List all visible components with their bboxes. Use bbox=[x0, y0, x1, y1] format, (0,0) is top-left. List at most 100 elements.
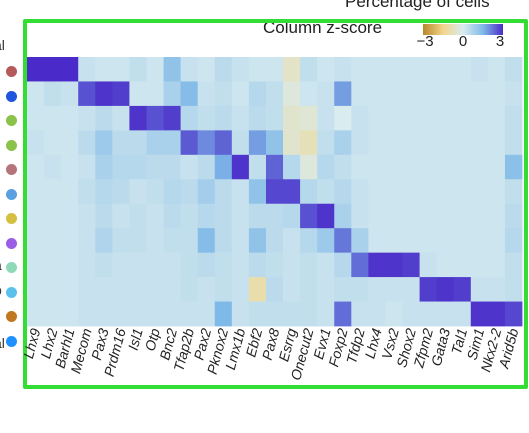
heatmap-cell-r3-c13 bbox=[248, 130, 267, 156]
heatmap-cell-r1-c19 bbox=[351, 81, 369, 107]
left-label-a: a bbox=[0, 257, 2, 273]
heatmap-cell-r1-c14 bbox=[265, 81, 284, 107]
heatmap-cell-r2-c20 bbox=[368, 105, 386, 131]
heatmap-cell-r5-c19 bbox=[351, 179, 369, 205]
heatmap-cell-r7-c12 bbox=[231, 228, 250, 254]
heatmap-cell-r2-c12 bbox=[231, 105, 250, 131]
heatmap-cell-r8-c2 bbox=[61, 252, 79, 278]
heatmap-cell-r7-c18 bbox=[334, 228, 352, 254]
heatmap-cell-r7-c10 bbox=[197, 228, 216, 254]
heatmap-cell-r9-c14 bbox=[265, 277, 284, 302]
heatmap-cell-r2-c26 bbox=[470, 105, 489, 131]
heatmap-cell-r0-c21 bbox=[385, 57, 403, 82]
heatmap-cell-r3-c7 bbox=[146, 130, 164, 156]
heatmap-cell-r0-c24 bbox=[436, 57, 455, 82]
heatmap-cell-r5-c28 bbox=[504, 179, 523, 205]
heatmap-cell-r1-c27 bbox=[487, 81, 506, 107]
heatmap-cell-r1-c15 bbox=[283, 81, 301, 107]
heatmap-cell-r6-c15 bbox=[283, 203, 301, 229]
heatmap-cell-r4-c9 bbox=[180, 154, 199, 180]
heatmap-cell-r3-c21 bbox=[385, 130, 403, 156]
heatmap-cell-r1-c3 bbox=[78, 81, 96, 107]
heatmap-cell-r2-c11 bbox=[214, 105, 233, 131]
heatmap-cell-r8-c7 bbox=[146, 252, 164, 278]
heatmap-cell-r9-c11 bbox=[214, 277, 233, 302]
heatmap-cell-r0-c16 bbox=[300, 57, 318, 82]
heatmap-cell-r2-c4 bbox=[95, 105, 113, 131]
heatmap-cell-r3-c28 bbox=[504, 130, 523, 156]
heatmap-cell-r2-c21 bbox=[385, 105, 403, 131]
heatmap-cell-r6-c5 bbox=[112, 203, 130, 229]
heatmap-cell-r6-c16 bbox=[300, 203, 318, 229]
heatmap-cell-r4-c16 bbox=[300, 154, 318, 180]
heatmap-cell-r9-c26 bbox=[470, 277, 489, 302]
heatmap-cell-r10-c13 bbox=[248, 301, 267, 327]
heatmap-cell-r8-c21 bbox=[385, 252, 403, 278]
heatmap-cell-r4-c27 bbox=[487, 154, 506, 180]
heatmap-cell-r6-c0 bbox=[27, 203, 45, 229]
heatmap-cell-r7-c2 bbox=[61, 228, 79, 254]
heatmap-cell-r3-c19 bbox=[351, 130, 369, 156]
top-caption: Percentage of cells bbox=[345, 0, 490, 11]
heatmap-cell-r10-c10 bbox=[197, 301, 216, 327]
heatmap-cell-r4-c17 bbox=[317, 154, 335, 180]
heatmap-cell-r1-c10 bbox=[197, 81, 216, 107]
heatmap-cell-r10-c20 bbox=[368, 301, 386, 327]
heatmap-cell-r10-c26 bbox=[470, 301, 489, 327]
heatmap-cell-r9-c1 bbox=[44, 277, 62, 302]
heatmap-cell-r3-c23 bbox=[419, 130, 438, 156]
heatmap-cell-r2-c7 bbox=[146, 105, 164, 131]
heatmap-cell-r5-c1 bbox=[44, 179, 62, 205]
heatmap-cell-r6-c28 bbox=[504, 203, 523, 229]
heatmap-cell-r0-c22 bbox=[402, 57, 420, 82]
heatmap-cell-r10-c6 bbox=[129, 301, 147, 327]
heatmap-cell-r6-c18 bbox=[334, 203, 352, 229]
heatmap-cell-r1-c17 bbox=[317, 81, 335, 107]
heatmap-cell-r8-c5 bbox=[112, 252, 130, 278]
heatmap-cell-r4-c22 bbox=[402, 154, 420, 180]
heatmap-cell-r8-c27 bbox=[487, 252, 506, 278]
heatmap-cell-r9-c6 bbox=[129, 277, 147, 302]
heatmap-cell-r2-c23 bbox=[419, 105, 438, 131]
heatmap-cell-r3-c8 bbox=[163, 130, 182, 156]
heatmap-cell-r6-c24 bbox=[436, 203, 455, 229]
heatmap-cell-r3-c17 bbox=[317, 130, 335, 156]
heatmap-cell-r7-c3 bbox=[78, 228, 96, 254]
heatmap-cell-r4-c10 bbox=[197, 154, 216, 180]
heatmap-cell-r7-c17 bbox=[317, 228, 335, 254]
heatmap-cell-r8-c28 bbox=[504, 252, 523, 278]
heatmap-cell-r6-c27 bbox=[487, 203, 506, 229]
row-dot-0 bbox=[6, 66, 17, 77]
heatmap-cell-r1-c23 bbox=[419, 81, 438, 107]
heatmap-cell-r10-c28 bbox=[504, 301, 523, 327]
heatmap-cell-r10-c17 bbox=[317, 301, 335, 327]
heatmap-cell-r3-c11 bbox=[214, 130, 233, 156]
heatmap-cell-r5-c16 bbox=[300, 179, 318, 205]
heatmap-cell-r4-c8 bbox=[163, 154, 182, 180]
heatmap-cell-r3-c1 bbox=[44, 130, 62, 156]
heatmap-cell-r2-c2 bbox=[61, 105, 79, 131]
heatmap-cell-r3-c3 bbox=[78, 130, 96, 156]
heatmap-cell-r3-c26 bbox=[470, 130, 489, 156]
heatmap-cell-r5-c13 bbox=[248, 179, 267, 205]
heatmap-cell-r8-c17 bbox=[317, 252, 335, 278]
heatmap-cell-r5-c3 bbox=[78, 179, 96, 205]
heatmap-cell-r6-c21 bbox=[385, 203, 403, 229]
heatmap-cell-r0-c14 bbox=[265, 57, 284, 82]
heatmap-cell-r2-c18 bbox=[334, 105, 352, 131]
heatmap-cell-r10-c19 bbox=[351, 301, 369, 327]
heatmap-cell-r7-c7 bbox=[146, 228, 164, 254]
legend-tick-max: 3 bbox=[495, 33, 505, 50]
heatmap-cell-r1-c7 bbox=[146, 81, 164, 107]
heatmap-cell-r2-c17 bbox=[317, 105, 335, 131]
heatmap-cell-r0-c4 bbox=[95, 57, 113, 82]
heatmap-cell-r9-c13 bbox=[248, 277, 267, 302]
legend-tick-mid: 0 bbox=[458, 33, 468, 50]
heatmap-cell-r1-c24 bbox=[436, 81, 455, 107]
heatmap-cell-r3-c25 bbox=[453, 130, 472, 156]
x-tick-label-1: Lhx2 bbox=[37, 326, 60, 360]
heatmap-cell-r7-c25 bbox=[453, 228, 472, 254]
heatmap-cell-r2-c0 bbox=[27, 105, 45, 131]
heatmap-cell-r4-c4 bbox=[95, 154, 113, 180]
heatmap-cell-r7-c5 bbox=[112, 228, 130, 254]
